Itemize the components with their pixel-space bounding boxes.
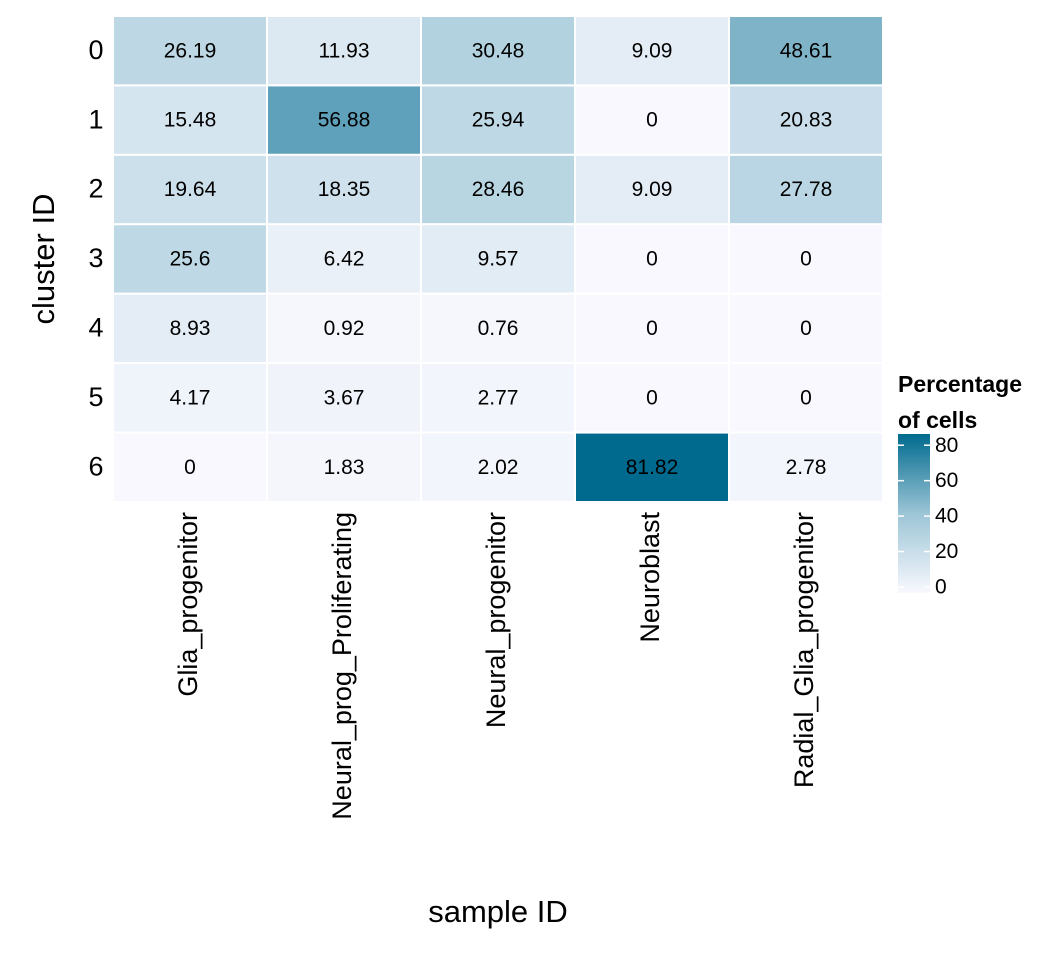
heatmap-cell (728, 84, 884, 156)
heatmap-cell (574, 223, 730, 295)
cell-label: 0 (646, 386, 658, 409)
heatmap-cell (420, 292, 576, 365)
x-tick-label: Radial_Glia_progenitor (789, 512, 819, 788)
cell-label: 0.92 (324, 317, 365, 340)
y-tick-label: 4 (88, 313, 103, 343)
cell-label: 19.64 (164, 178, 217, 201)
heatmap-cell (574, 153, 730, 226)
cell-label: 0 (646, 317, 658, 340)
legend-title: Percentage of cells (898, 371, 1023, 433)
y-tick-label: 6 (88, 451, 103, 481)
heatmap-cell (112, 431, 268, 504)
cell-label: 18.35 (318, 178, 371, 201)
heatmap-cell (728, 362, 884, 434)
cell-label: 56.88 (318, 109, 371, 132)
y-tick-label: 3 (88, 243, 103, 273)
heatmap-cell (574, 362, 730, 434)
cell-label: 1.83 (324, 456, 365, 479)
x-tick-label: Neural_progenitor (481, 512, 511, 728)
cell-label: 8.93 (170, 317, 211, 340)
x-axis-title: sample ID (428, 894, 568, 929)
colorbar (898, 434, 930, 593)
heatmap-cell (420, 84, 576, 156)
heatmap-cell (266, 362, 422, 434)
cell-label: 0.76 (478, 317, 519, 340)
cell-label: 2.77 (478, 386, 519, 409)
y-tick-label: 5 (88, 382, 103, 412)
cell-label: 9.57 (478, 248, 519, 271)
colorbar-tick-label: 20 (935, 540, 958, 563)
heatmap-cell (112, 84, 268, 156)
colorbar-tick-label: 80 (935, 434, 958, 457)
x-tick-label: Neuroblast (635, 512, 665, 643)
cell-label: 2.02 (478, 456, 519, 479)
cell-label: 0 (800, 386, 812, 409)
heatmap-cell (112, 292, 268, 365)
cell-label: 11.93 (319, 39, 370, 62)
cell-label: 0 (646, 248, 658, 271)
heatmap-cell (266, 223, 422, 295)
y-tick-label: 2 (88, 174, 103, 204)
cell-label: 28.46 (472, 178, 525, 201)
colorbar-tick-label: 60 (935, 469, 958, 492)
cell-label: 25.94 (472, 109, 525, 132)
cell-label: 0 (184, 456, 196, 479)
x-tick-label: Neural_prog_Proliferating (327, 512, 357, 820)
y-axis-title: cluster ID (26, 194, 61, 325)
heatmap-cell (266, 15, 422, 87)
cell-label: 25.6 (170, 248, 211, 271)
cell-label: 81.82 (626, 456, 679, 479)
cell-label: 26.19 (164, 39, 217, 62)
cell-label: 0 (646, 109, 658, 132)
cell-label: 9.09 (632, 178, 673, 201)
cell-label: 0 (800, 317, 812, 340)
cell-label: 15.48 (164, 109, 217, 132)
cell-label: 30.48 (472, 39, 525, 62)
heatmap-cell (574, 431, 730, 504)
y-tick-label: 0 (88, 35, 103, 65)
cell-label: 9.09 (632, 39, 673, 62)
x-tick-label: Glia_progenitor (173, 512, 203, 697)
heatmap-cell (420, 223, 576, 295)
heatmap-cell (420, 362, 576, 434)
heatmap-cell (420, 15, 576, 87)
cell-label: 20.83 (780, 109, 833, 132)
cell-label: 0 (800, 248, 812, 271)
cell-label: 6.42 (324, 248, 365, 271)
cell-label: 4.17 (170, 386, 211, 409)
heatmap-cell (728, 431, 884, 504)
y-tick-label: 1 (88, 104, 103, 134)
cell-label: 2.78 (786, 456, 827, 479)
heatmap-cell (266, 153, 422, 226)
heatmap-cell (728, 223, 884, 295)
colorbar-tick-label: 40 (935, 505, 958, 528)
heatmap-cell (112, 223, 268, 295)
cell-label: 3.67 (324, 386, 365, 409)
colorbar-tick-label: 0 (935, 576, 947, 599)
heatmap-cell (266, 292, 422, 365)
cell-label: 48.61 (780, 39, 833, 62)
heatmap-cell (112, 15, 268, 87)
cell-label: 27.78 (780, 178, 833, 201)
